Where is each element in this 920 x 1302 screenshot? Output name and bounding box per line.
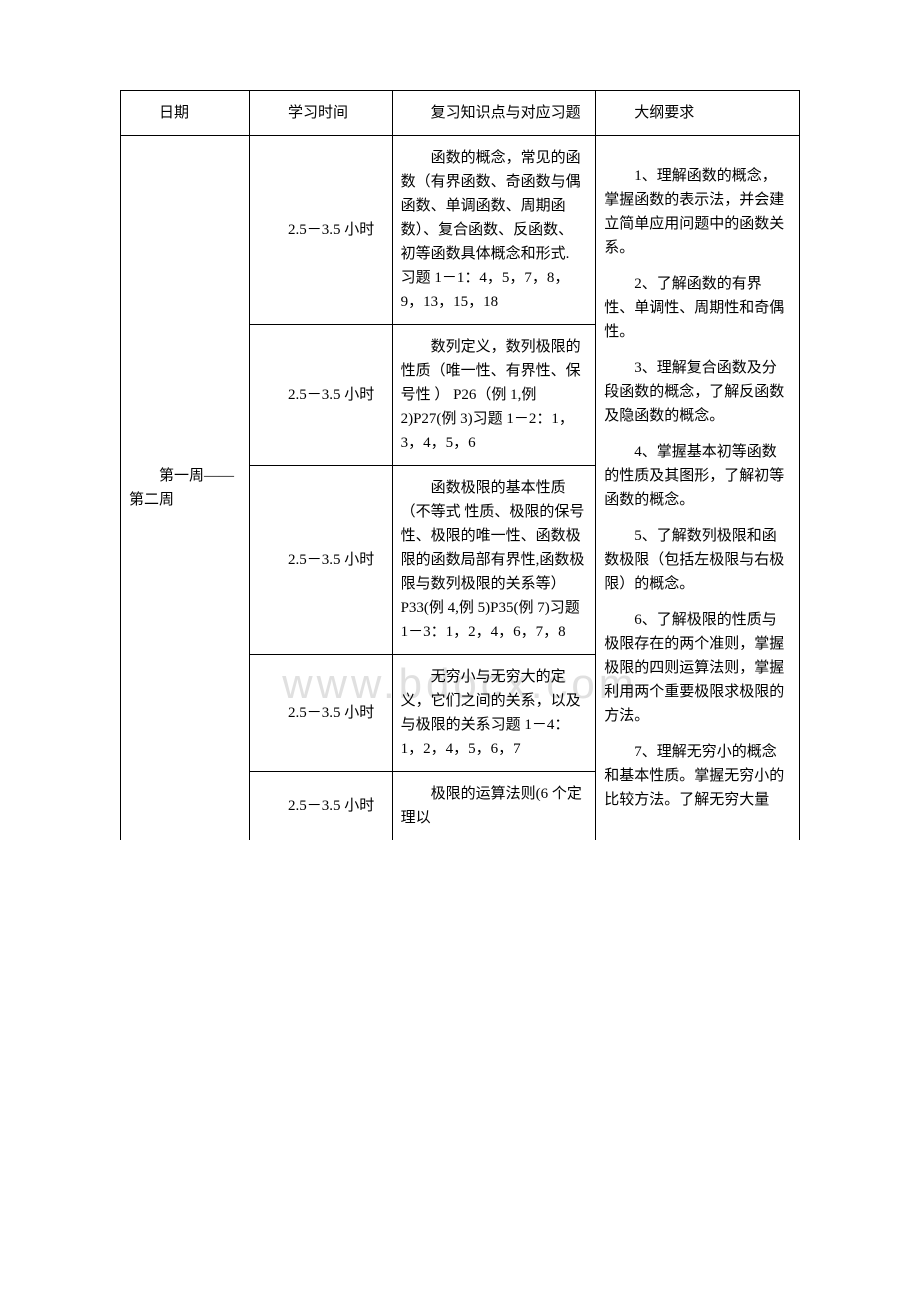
requirement-p7: 7、理解无穷小的概念和基本性质。掌握无穷小的比较方法。了解无穷大量 <box>604 740 791 812</box>
requirement-p1: 1、理解函数的概念，掌握函数的表示法，并会建立简单应用问题中的函数关系。 <box>604 164 791 260</box>
knowledge-text: 无穷小与无穷大的定义，它们之间的关系，以及与极限的关系习题 1－4：1，2，4，… <box>401 665 588 761</box>
header-knowledge: 复习知识点与对应习题 <box>392 91 596 136</box>
time-text: 2.5－3.5 小时 <box>258 794 384 818</box>
time-cell: 2.5－3.5 小时 <box>250 325 393 466</box>
requirement-cell: 1、理解函数的概念，掌握函数的表示法，并会建立简单应用问题中的函数关系。 2、了… <box>596 136 800 841</box>
date-label: 第一周——第二周 <box>129 464 241 512</box>
date-cell: 第一周——第二周 <box>121 136 250 841</box>
requirement-p4: 4、掌握基本初等函数的性质及其图形，了解初等函数的概念。 <box>604 440 791 512</box>
header-knowledge-text: 复习知识点与对应习题 <box>401 101 588 125</box>
knowledge-text: 函数极限的基本性质（不等式 性质、极限的保号性、极限的唯一性、函数极限的函数局部… <box>401 476 588 644</box>
requirement-p6: 6、了解极限的性质与极限存在的两个准则，掌握极限的四则运算法则，掌握利用两个重要… <box>604 608 791 728</box>
knowledge-text: 数列定义，数列极限的性质（唯一性、有界性、保号性 ） P26（例 1,例 2)P… <box>401 335 588 455</box>
study-plan-table: 日期 学习时间 复习知识点与对应习题 大纲要求 第一周——第二周 2.5－3.5… <box>120 90 800 840</box>
knowledge-cell: 函数极限的基本性质（不等式 性质、极限的保号性、极限的唯一性、函数极限的函数局部… <box>392 466 596 655</box>
requirement-p2: 2、了解函数的有界性、单调性、周期性和奇偶性。 <box>604 272 791 344</box>
time-cell: 2.5－3.5 小时 <box>250 466 393 655</box>
time-text: 2.5－3.5 小时 <box>258 218 384 242</box>
knowledge-cell: 极限的运算法则(6 个定理以 <box>392 772 596 841</box>
time-text: 2.5－3.5 小时 <box>258 701 384 725</box>
knowledge-text: 函数的概念，常见的函数（有界函数、奇函数与偶函数、单调函数、周期函数）、复合函数… <box>401 146 588 314</box>
header-date-text: 日期 <box>129 101 241 125</box>
time-cell: 2.5－3.5 小时 <box>250 655 393 772</box>
requirement-p5: 5、了解数列极限和函数极限（包括左极限与右极限）的概念。 <box>604 524 791 596</box>
table-row: 第一周——第二周 2.5－3.5 小时 函数的概念，常见的函数（有界函数、奇函数… <box>121 136 800 325</box>
header-time: 学习时间 <box>250 91 393 136</box>
table-header-row: 日期 学习时间 复习知识点与对应习题 大纲要求 <box>121 91 800 136</box>
time-text: 2.5－3.5 小时 <box>258 383 384 407</box>
header-requirement-text: 大纲要求 <box>604 101 791 125</box>
header-requirement: 大纲要求 <box>596 91 800 136</box>
requirement-p3: 3、理解复合函数及分段函数的概念，了解反函数及隐函数的概念。 <box>604 356 791 428</box>
time-cell: 2.5－3.5 小时 <box>250 136 393 325</box>
time-cell: 2.5－3.5 小时 <box>250 772 393 841</box>
time-text: 2.5－3.5 小时 <box>258 548 384 572</box>
knowledge-cell: 无穷小与无穷大的定义，它们之间的关系，以及与极限的关系习题 1－4：1，2，4，… <box>392 655 596 772</box>
knowledge-cell: 函数的概念，常见的函数（有界函数、奇函数与偶函数、单调函数、周期函数）、复合函数… <box>392 136 596 325</box>
knowledge-text: 极限的运算法则(6 个定理以 <box>401 782 588 830</box>
knowledge-cell: 数列定义，数列极限的性质（唯一性、有界性、保号性 ） P26（例 1,例 2)P… <box>392 325 596 466</box>
header-date: 日期 <box>121 91 250 136</box>
header-time-text: 学习时间 <box>258 101 384 125</box>
